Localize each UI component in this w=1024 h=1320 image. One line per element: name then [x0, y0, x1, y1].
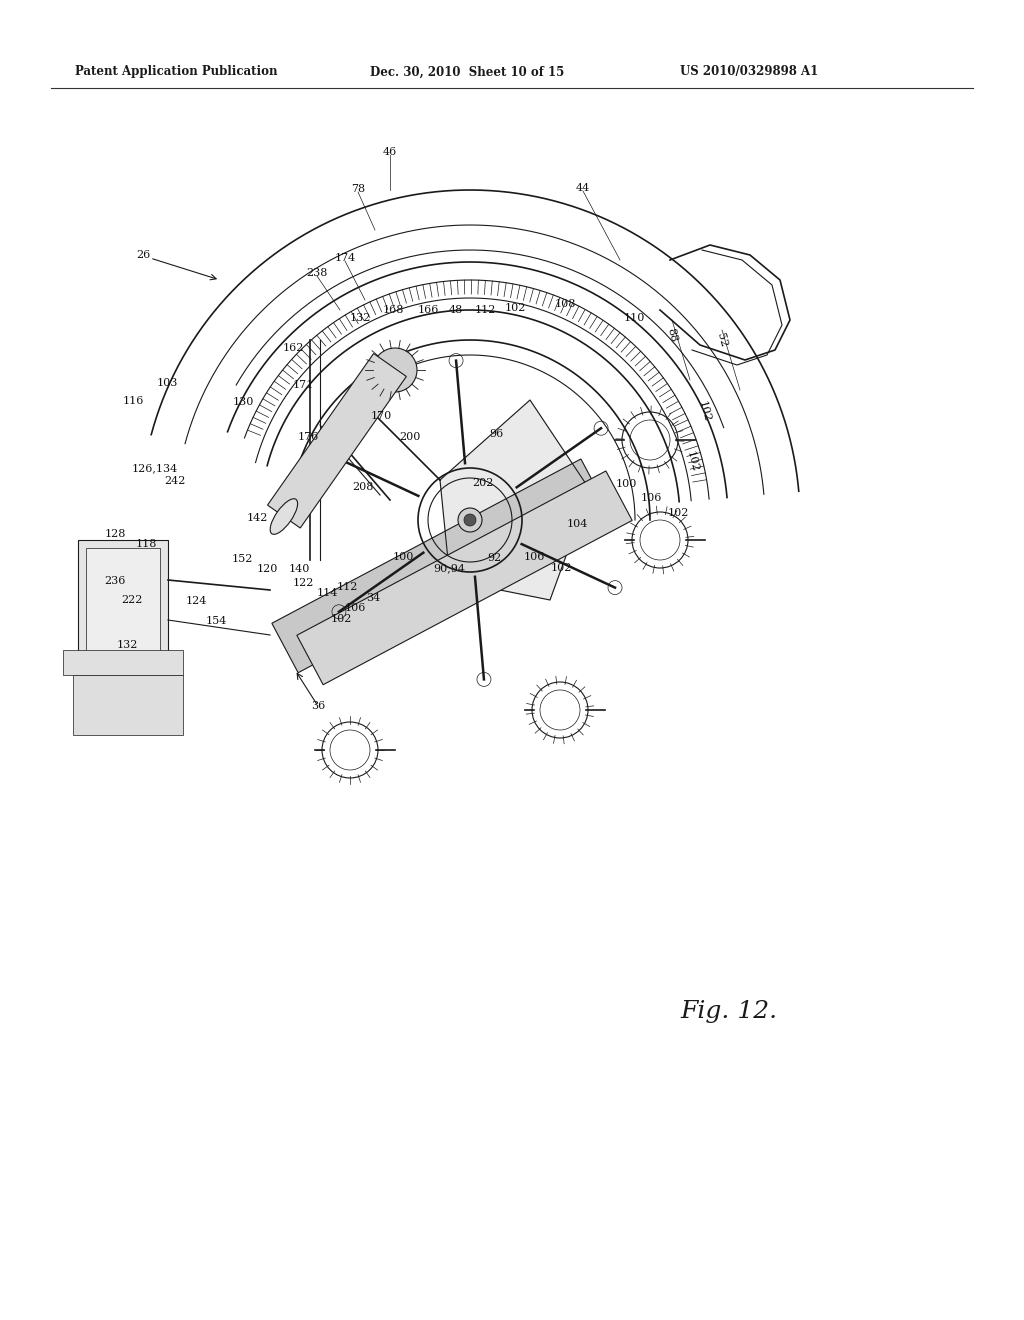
Text: 124: 124	[185, 597, 207, 606]
Text: 102: 102	[550, 564, 571, 573]
Text: US 2010/0329898 A1: US 2010/0329898 A1	[680, 66, 818, 78]
Text: 110: 110	[624, 313, 645, 323]
Text: 102: 102	[684, 450, 699, 474]
Text: 100: 100	[615, 479, 637, 488]
Text: 106: 106	[523, 552, 545, 562]
Text: 114: 114	[316, 587, 338, 598]
Text: Patent Application Publication: Patent Application Publication	[75, 66, 278, 78]
Text: 102: 102	[331, 614, 351, 624]
Text: 96: 96	[488, 429, 503, 440]
Text: 106: 106	[640, 492, 662, 503]
Text: 208: 208	[352, 482, 374, 492]
Text: 104: 104	[566, 519, 588, 529]
Text: 140: 140	[289, 564, 309, 574]
Polygon shape	[297, 471, 632, 685]
Bar	[63, 649, 183, 675]
Text: 52: 52	[716, 331, 729, 348]
Text: 154: 154	[206, 616, 226, 626]
Text: 36: 36	[311, 701, 326, 711]
Text: 102: 102	[668, 508, 689, 517]
Text: 126,134: 126,134	[132, 463, 178, 473]
Text: 26: 26	[136, 249, 151, 260]
Circle shape	[458, 508, 482, 532]
Text: 88: 88	[666, 327, 679, 343]
Text: 46: 46	[383, 147, 397, 157]
Text: 128: 128	[104, 529, 126, 539]
Text: 103: 103	[157, 378, 178, 388]
Text: 92: 92	[486, 553, 501, 564]
Text: 120: 120	[256, 564, 278, 574]
Text: 102: 102	[696, 400, 712, 424]
Text: 222: 222	[121, 595, 142, 605]
Text: 116: 116	[122, 396, 143, 407]
Text: 238: 238	[306, 268, 328, 279]
Text: 242: 242	[164, 477, 185, 486]
Text: Fig. 12.: Fig. 12.	[680, 1001, 777, 1023]
Text: 48: 48	[449, 305, 463, 315]
Text: 78: 78	[351, 183, 366, 194]
Text: 102: 102	[504, 304, 525, 313]
Ellipse shape	[270, 499, 298, 535]
FancyBboxPatch shape	[78, 540, 168, 660]
Text: 142: 142	[247, 513, 267, 523]
Text: 118: 118	[135, 539, 157, 549]
Bar	[73, 675, 183, 735]
Polygon shape	[267, 354, 407, 528]
Polygon shape	[440, 400, 590, 601]
Text: 176: 176	[297, 432, 318, 442]
Text: 202: 202	[472, 478, 494, 488]
Polygon shape	[271, 459, 607, 673]
Text: 162: 162	[283, 343, 304, 352]
Text: 44: 44	[575, 183, 590, 193]
Text: 132: 132	[117, 640, 137, 649]
Text: Dec. 30, 2010  Sheet 10 of 15: Dec. 30, 2010 Sheet 10 of 15	[370, 66, 564, 78]
Text: 166: 166	[418, 305, 438, 315]
Text: 34: 34	[366, 593, 380, 603]
Text: 174: 174	[335, 253, 355, 263]
Text: 171: 171	[293, 380, 313, 389]
Text: 122: 122	[292, 578, 313, 587]
Text: 200: 200	[399, 432, 421, 442]
Text: 112: 112	[474, 305, 496, 315]
Text: 152: 152	[231, 554, 253, 564]
Text: 130: 130	[232, 397, 254, 407]
Text: 236: 236	[104, 576, 126, 586]
Text: 108: 108	[554, 300, 575, 309]
Text: 106: 106	[344, 603, 366, 612]
Circle shape	[373, 348, 417, 392]
Text: 90,94: 90,94	[433, 564, 465, 573]
Text: 132: 132	[349, 313, 371, 323]
Text: 170: 170	[371, 411, 391, 421]
Text: 112: 112	[336, 582, 357, 591]
Text: 168: 168	[382, 305, 403, 315]
Circle shape	[464, 513, 476, 525]
Text: 100: 100	[392, 552, 414, 562]
Bar	[86, 548, 160, 652]
